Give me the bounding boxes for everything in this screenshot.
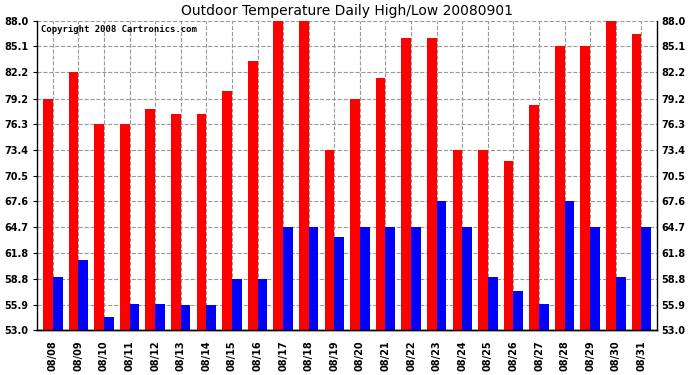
Bar <box>580 46 590 330</box>
Bar <box>69 72 79 330</box>
Bar <box>130 304 139 330</box>
Bar <box>232 279 241 330</box>
Bar <box>43 99 53 330</box>
Bar <box>120 124 130 330</box>
Bar <box>360 227 370 330</box>
Bar <box>402 38 411 330</box>
Bar <box>513 291 523 330</box>
Bar <box>155 304 165 330</box>
Bar <box>606 21 615 330</box>
Bar <box>334 237 344 330</box>
Bar <box>488 277 497 330</box>
Bar <box>437 201 446 330</box>
Bar <box>273 21 283 330</box>
Bar <box>462 227 472 330</box>
Bar <box>350 99 360 330</box>
Bar <box>95 124 104 330</box>
Bar <box>79 260 88 330</box>
Bar <box>104 317 114 330</box>
Bar <box>411 227 421 330</box>
Bar <box>257 279 267 330</box>
Bar <box>146 109 155 330</box>
Bar <box>53 277 63 330</box>
Bar <box>529 105 539 330</box>
Bar <box>504 160 513 330</box>
Text: Copyright 2008 Cartronics.com: Copyright 2008 Cartronics.com <box>41 26 197 34</box>
Bar <box>308 227 318 330</box>
Bar <box>376 78 386 330</box>
Bar <box>324 150 334 330</box>
Bar <box>539 304 549 330</box>
Bar <box>248 60 257 330</box>
Bar <box>555 46 564 330</box>
Bar <box>299 21 308 330</box>
Bar <box>478 150 488 330</box>
Bar <box>453 150 462 330</box>
Bar <box>642 227 651 330</box>
Bar <box>427 38 437 330</box>
Bar <box>197 114 206 330</box>
Bar <box>564 201 574 330</box>
Title: Outdoor Temperature Daily High/Low 20080901: Outdoor Temperature Daily High/Low 20080… <box>181 4 513 18</box>
Bar <box>631 34 642 330</box>
Bar <box>222 92 232 330</box>
Bar <box>171 114 181 330</box>
Bar <box>181 305 190 330</box>
Bar <box>206 305 216 330</box>
Bar <box>590 227 600 330</box>
Bar <box>283 227 293 330</box>
Bar <box>386 227 395 330</box>
Bar <box>615 277 626 330</box>
